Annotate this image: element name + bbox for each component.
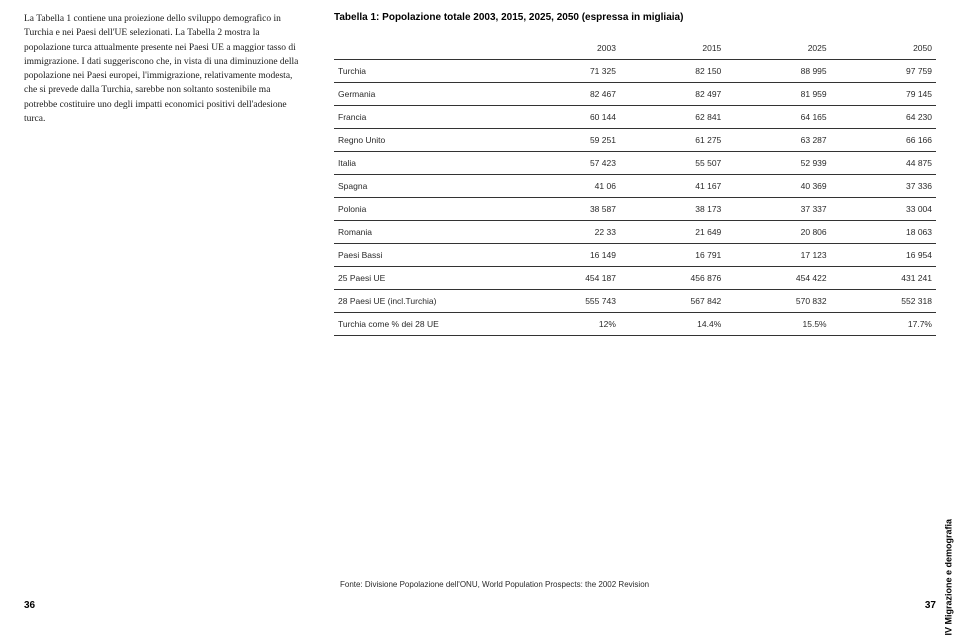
table-cell: 79 145 xyxy=(831,83,936,106)
table-cell: 55 507 xyxy=(620,152,725,175)
table-cell: 62 841 xyxy=(620,106,725,129)
table-cell: Turchia come % dei 28 UE xyxy=(334,313,515,336)
table-row: Spagna41 0641 16740 36937 336 xyxy=(334,175,936,198)
table-cell: 567 842 xyxy=(620,290,725,313)
table-cell: 82 497 xyxy=(620,83,725,106)
table-cell: Francia xyxy=(334,106,515,129)
table-row: Turchia come % dei 28 UE12%14.4%15.5%17.… xyxy=(334,313,936,336)
table-cell: 15.5% xyxy=(725,313,830,336)
table-cell: 38 587 xyxy=(515,198,620,221)
table-cell: 431 241 xyxy=(831,267,936,290)
table-cell: Paesi Bassi xyxy=(334,244,515,267)
page-spread: La Tabella 1 contiene una proiezione del… xyxy=(0,0,960,336)
table-header-cell: 2015 xyxy=(620,37,725,60)
table-body: Turchia71 32582 15088 99597 759Germania8… xyxy=(334,60,936,336)
table-cell: 456 876 xyxy=(620,267,725,290)
table-cell: 16 149 xyxy=(515,244,620,267)
table-cell: 61 275 xyxy=(620,129,725,152)
section-side-label: IV Migrazione e demografia xyxy=(944,519,954,636)
table-cell: 82 467 xyxy=(515,83,620,106)
table-row: Paesi Bassi16 14916 79117 12316 954 xyxy=(334,244,936,267)
table-row: Turchia71 32582 15088 99597 759 xyxy=(334,60,936,83)
table-cell: 66 166 xyxy=(831,129,936,152)
table-cell: 18 063 xyxy=(831,221,936,244)
table-row: Regno Unito59 25161 27563 28766 166 xyxy=(334,129,936,152)
table-cell: Spagna xyxy=(334,175,515,198)
table-title: Tabella 1: Popolazione totale 2003, 2015… xyxy=(334,12,936,23)
table-cell: 71 325 xyxy=(515,60,620,83)
table-cell: 570 832 xyxy=(725,290,830,313)
table-cell: 41 167 xyxy=(620,175,725,198)
table-cell: Regno Unito xyxy=(334,129,515,152)
left-column: La Tabella 1 contiene una proiezione del… xyxy=(24,12,304,336)
table-row: Italia57 42355 50752 93944 875 xyxy=(334,152,936,175)
table-row: Germania82 46782 49781 95979 145 xyxy=(334,83,936,106)
table-cell: 25 Paesi UE xyxy=(334,267,515,290)
table-cell: 16 954 xyxy=(831,244,936,267)
table-cell: 59 251 xyxy=(515,129,620,152)
table-cell: 37 337 xyxy=(725,198,830,221)
table-cell: 22 33 xyxy=(515,221,620,244)
table-cell: 81 959 xyxy=(725,83,830,106)
table-cell: Germania xyxy=(334,83,515,106)
table-cell: 14.4% xyxy=(620,313,725,336)
table-cell: Romania xyxy=(334,221,515,244)
table-header-cell: 2025 xyxy=(725,37,830,60)
table-cell: 44 875 xyxy=(831,152,936,175)
table-row: 25 Paesi UE454 187456 876454 422431 241 xyxy=(334,267,936,290)
table-header-cell: 2003 xyxy=(515,37,620,60)
table-cell: 17 123 xyxy=(725,244,830,267)
page-number-left: 36 xyxy=(24,600,35,611)
table-cell: 37 336 xyxy=(831,175,936,198)
table-cell: 38 173 xyxy=(620,198,725,221)
table-header-cell: 2050 xyxy=(831,37,936,60)
table-cell: 52 939 xyxy=(725,152,830,175)
table-cell: 33 004 xyxy=(831,198,936,221)
table-cell: 64 230 xyxy=(831,106,936,129)
population-table: 2003201520252050 Turchia71 32582 15088 9… xyxy=(334,37,936,336)
table-cell: 57 423 xyxy=(515,152,620,175)
table-cell: 16 791 xyxy=(620,244,725,267)
table-cell: 64 165 xyxy=(725,106,830,129)
table-cell: 63 287 xyxy=(725,129,830,152)
table-header-cell xyxy=(334,37,515,60)
table-cell: 20 806 xyxy=(725,221,830,244)
table-cell: Polonia xyxy=(334,198,515,221)
table-cell: 21 649 xyxy=(620,221,725,244)
table-cell: 17.7% xyxy=(831,313,936,336)
table-row: Francia60 14462 84164 16564 230 xyxy=(334,106,936,129)
table-cell: Turchia xyxy=(334,60,515,83)
table-row: Polonia38 58738 17337 33733 004 xyxy=(334,198,936,221)
table-cell: 552 318 xyxy=(831,290,936,313)
body-paragraph: La Tabella 1 contiene una proiezione del… xyxy=(24,12,304,126)
right-column: Tabella 1: Popolazione totale 2003, 2015… xyxy=(334,12,936,336)
table-head: 2003201520252050 xyxy=(334,37,936,60)
table-row: 28 Paesi UE (incl.Turchia)555 743567 842… xyxy=(334,290,936,313)
table-cell: 12% xyxy=(515,313,620,336)
table-cell: 88 995 xyxy=(725,60,830,83)
table-cell: 60 144 xyxy=(515,106,620,129)
table-cell: 97 759 xyxy=(831,60,936,83)
table-cell: 454 422 xyxy=(725,267,830,290)
table-source: Fonte: Divisione Popolazione dell'ONU, W… xyxy=(340,580,649,589)
table-header-row: 2003201520252050 xyxy=(334,37,936,60)
table-cell: Italia xyxy=(334,152,515,175)
table-cell: 28 Paesi UE (incl.Turchia) xyxy=(334,290,515,313)
table-cell: 82 150 xyxy=(620,60,725,83)
table-row: Romania22 3321 64920 80618 063 xyxy=(334,221,936,244)
table-cell: 454 187 xyxy=(515,267,620,290)
table-cell: 555 743 xyxy=(515,290,620,313)
table-cell: 41 06 xyxy=(515,175,620,198)
table-cell: 40 369 xyxy=(725,175,830,198)
page-number-right: 37 xyxy=(925,600,936,611)
